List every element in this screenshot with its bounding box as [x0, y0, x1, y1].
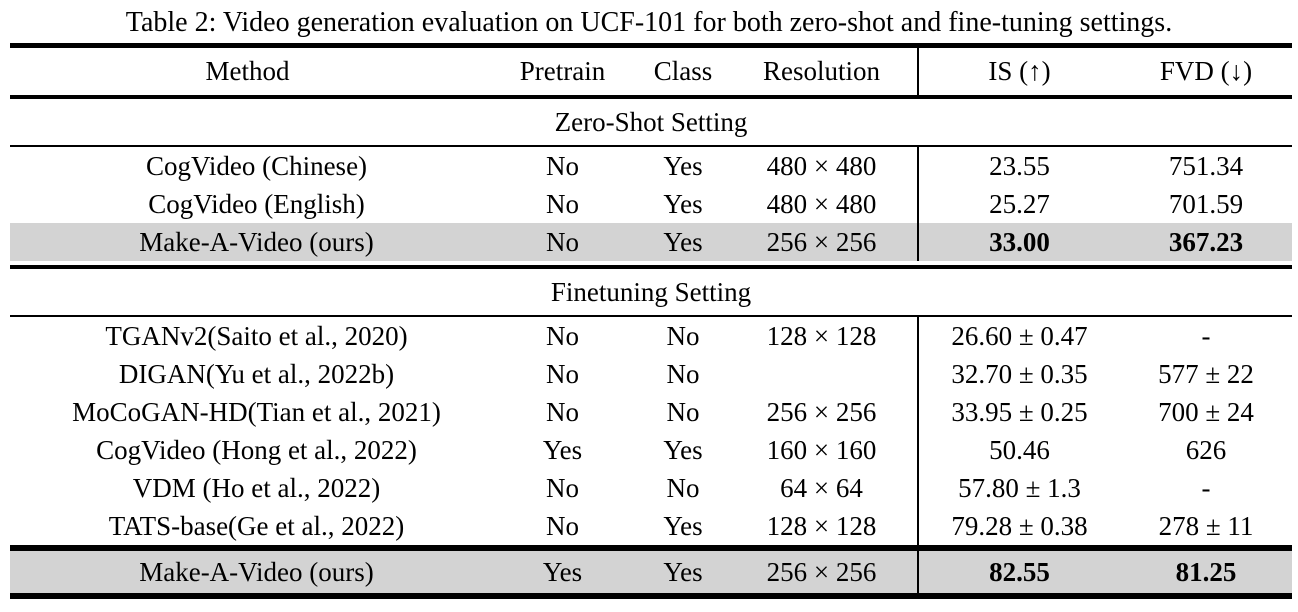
column-header-fvd: FVD (↓): [1120, 43, 1292, 99]
cell-fvd: 278 ± 11: [1158, 511, 1254, 541]
row-make-a-video-finetuned: Make-A-Video (ours) Yes Yes 256 × 256 82…: [10, 550, 1292, 594]
cell-method: CogVideo (English): [148, 189, 365, 219]
row-vdm: VDM (Ho et al., 2022) No No 64 × 64 57.8…: [10, 469, 1292, 507]
row-cogvideo-hong: CogVideo (Hong et al., 2022) Yes Yes 160…: [10, 431, 1292, 469]
column-header-pretrain: Pretrain: [485, 43, 640, 99]
cell-pretrain: No: [485, 223, 640, 261]
cell-method: MoCoGAN-HD(Tian et al., 2021): [72, 397, 441, 427]
evaluation-table: Method Pretrain Class Resolution IS (↑) …: [10, 43, 1292, 599]
table-caption: Table 2: Video generation evaluation on …: [125, 7, 1173, 38]
cell-resolution: 256 × 256: [726, 550, 919, 594]
row-cogvideo-english: CogVideo (English) No Yes 480 × 480 25.2…: [10, 185, 1292, 223]
cell-is: 26.60 ± 0.47: [951, 321, 1088, 351]
cell-pretrain: No: [546, 359, 579, 389]
cell-pretrain: No: [546, 397, 579, 427]
cell-method: Make-A-Video (ours): [10, 223, 485, 261]
cell-resolution: 480 × 480: [726, 185, 919, 223]
cell-class: No: [666, 473, 700, 503]
section-label: Finetuning Setting: [10, 265, 1292, 317]
cell-class: Yes: [663, 189, 703, 219]
cell-class: No: [666, 359, 700, 389]
cell-is: 33.00: [918, 223, 1120, 261]
cell-fvd: -: [1201, 321, 1211, 351]
cell-pretrain: Yes: [485, 550, 640, 594]
row-tganv2: TGANv2(Saito et al., 2020) No No 128 × 1…: [10, 316, 1292, 355]
table-header-row: Method Pretrain Class Resolution IS (↑) …: [10, 43, 1292, 99]
cell-fvd: 367.23: [1120, 223, 1292, 261]
cell-resolution: 128 × 128: [726, 507, 919, 547]
row-digan: DIGAN(Yu et al., 2022b) No No 32.70 ± 0.…: [10, 355, 1292, 393]
cell-pretrain: No: [546, 189, 579, 219]
cell-resolution: 128 × 128: [726, 316, 919, 355]
cell-pretrain: No: [546, 321, 579, 351]
cell-method: VDM (Ho et al., 2022): [132, 473, 381, 503]
section-label: Zero-Shot Setting: [10, 97, 1292, 147]
cell-method: CogVideo (Hong et al., 2022): [96, 435, 417, 465]
cell-class: Yes: [640, 223, 726, 261]
cell-class: Yes: [663, 151, 703, 181]
cell-class: Yes: [663, 511, 703, 541]
cell-pretrain: No: [546, 473, 579, 503]
column-header-is: IS (↑): [918, 43, 1120, 99]
cell-is: 32.70 ± 0.35: [951, 359, 1088, 389]
cell-fvd: 701.59: [1168, 189, 1244, 219]
cell-is: 79.28 ± 0.38: [951, 511, 1088, 541]
column-header-class: Class: [640, 43, 726, 99]
cell-resolution: 480 × 480: [726, 146, 919, 185]
cell-resolution: 64 × 64: [726, 469, 919, 507]
separator-double-rule: [10, 545, 1292, 551]
cell-method: TATS-base(Ge et al., 2022): [108, 511, 405, 541]
bottom-double-rule: [10, 593, 1292, 599]
cell-pretrain: Yes: [542, 435, 583, 465]
cell-fvd: 577 ± 22: [1158, 359, 1254, 389]
cell-resolution: 256 × 256: [726, 223, 919, 261]
row-tats-base: TATS-base(Ge et al., 2022) No Yes 128 × …: [10, 507, 1292, 547]
cell-is: 23.55: [989, 151, 1050, 181]
cell-fvd: 751.34: [1168, 151, 1244, 181]
cell-method: DIGAN(Yu et al., 2022b): [118, 359, 395, 389]
cell-fvd: 700 ± 24: [1158, 397, 1254, 427]
section-header-zero-shot: Zero-Shot Setting: [10, 97, 1292, 147]
column-header-resolution: Resolution: [726, 43, 919, 99]
cell-is: 25.27: [989, 189, 1050, 219]
cell-pretrain: No: [546, 151, 579, 181]
row-mocogan-hd: MoCoGAN-HD(Tian et al., 2021) No No 256 …: [10, 393, 1292, 431]
cell-resolution: [726, 355, 919, 393]
cell-fvd: -: [1201, 473, 1211, 503]
row-cogvideo-chinese: CogVideo (Chinese) No Yes 480 × 480 23.5…: [10, 146, 1292, 185]
cell-class: Yes: [663, 435, 703, 465]
cell-fvd: 626: [1185, 435, 1227, 465]
cell-method: TGANv2(Saito et al., 2020): [105, 321, 408, 351]
cell-fvd: 81.25: [1120, 550, 1292, 594]
cell-pretrain: No: [546, 511, 579, 541]
cell-resolution: 160 × 160: [726, 431, 919, 469]
cell-is: 57.80 ± 1.3: [958, 473, 1081, 503]
cell-method: CogVideo (Chinese): [145, 151, 368, 181]
column-header-method: Method: [10, 43, 485, 99]
cell-is: 82.55: [918, 550, 1120, 594]
cell-is: 33.95 ± 0.25: [951, 397, 1088, 427]
section-header-finetuning: Finetuning Setting: [10, 265, 1292, 317]
cell-class: Yes: [640, 550, 726, 594]
cell-method: Make-A-Video (ours): [10, 550, 485, 594]
cell-is: 50.46: [989, 435, 1050, 465]
cell-resolution: 256 × 256: [726, 393, 919, 431]
cell-class: No: [666, 397, 700, 427]
cell-class: No: [666, 321, 700, 351]
row-make-a-video-zero-shot: Make-A-Video (ours) No Yes 256 × 256 33.…: [10, 223, 1292, 261]
